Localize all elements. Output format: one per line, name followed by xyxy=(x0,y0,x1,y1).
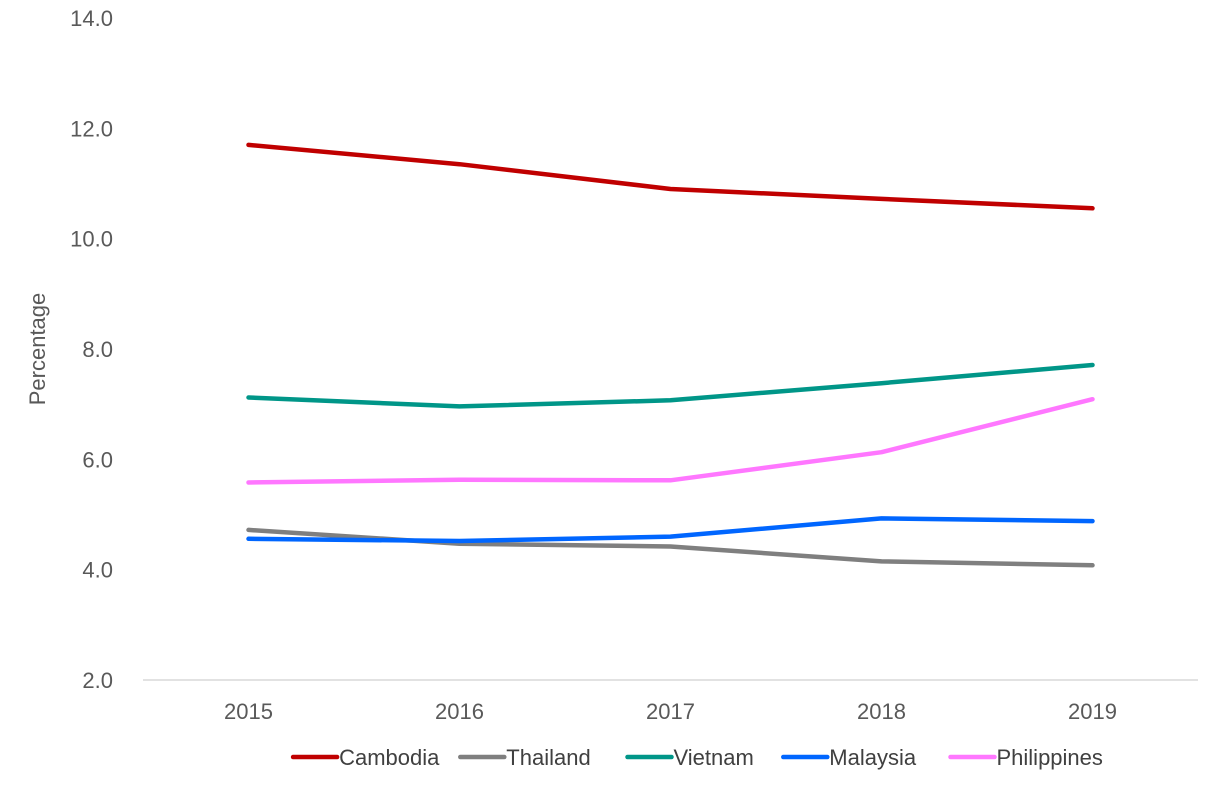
y-tick-label: 12.0 xyxy=(70,116,113,141)
series-line-malaysia xyxy=(246,516,1095,544)
y-tick-label: 10.0 xyxy=(70,227,113,252)
legend-label: Cambodia xyxy=(339,745,440,770)
legend-label: Thailand xyxy=(506,745,590,770)
series-line-vietnam xyxy=(246,362,1095,409)
y-tick-label: 8.0 xyxy=(82,337,113,362)
x-tick-label: 2017 xyxy=(646,699,695,724)
legend-item-malaysia: Malaysia xyxy=(781,745,917,770)
x-tick-label: 2019 xyxy=(1068,699,1117,724)
legend-label: Malaysia xyxy=(829,745,917,770)
legend-item-thailand: Thailand xyxy=(458,745,591,770)
legend-label: Philippines xyxy=(997,745,1103,770)
legend-item-vietnam: Vietnam xyxy=(625,745,754,770)
series-line-philippines xyxy=(246,396,1095,485)
x-tick-label: 2016 xyxy=(435,699,484,724)
legend-label: Vietnam xyxy=(674,745,754,770)
series-lines xyxy=(246,142,1095,568)
x-tick-label: 2015 xyxy=(224,699,273,724)
y-axis-ticks: 2.0 4.0 6.0 8.0 10.0 12.0 14.0 xyxy=(70,6,113,693)
legend-item-cambodia: Cambodia xyxy=(290,745,440,770)
legend: Cambodia Thailand Vietnam Malaysia Philippin… xyxy=(290,745,1103,770)
y-tick-label: 14.0 xyxy=(70,6,113,31)
x-axis-ticks: 2015 2016 2017 2018 2019 xyxy=(224,699,1117,724)
y-tick-label: 4.0 xyxy=(82,558,113,583)
legend-item-philippines: Philippines xyxy=(948,745,1103,770)
x-tick-label: 2018 xyxy=(857,699,906,724)
y-tick-label: 6.0 xyxy=(82,447,113,472)
y-tick-label: 2.0 xyxy=(82,668,113,693)
y-axis-title: Percentage xyxy=(25,293,50,406)
series-line-cambodia xyxy=(246,142,1095,211)
